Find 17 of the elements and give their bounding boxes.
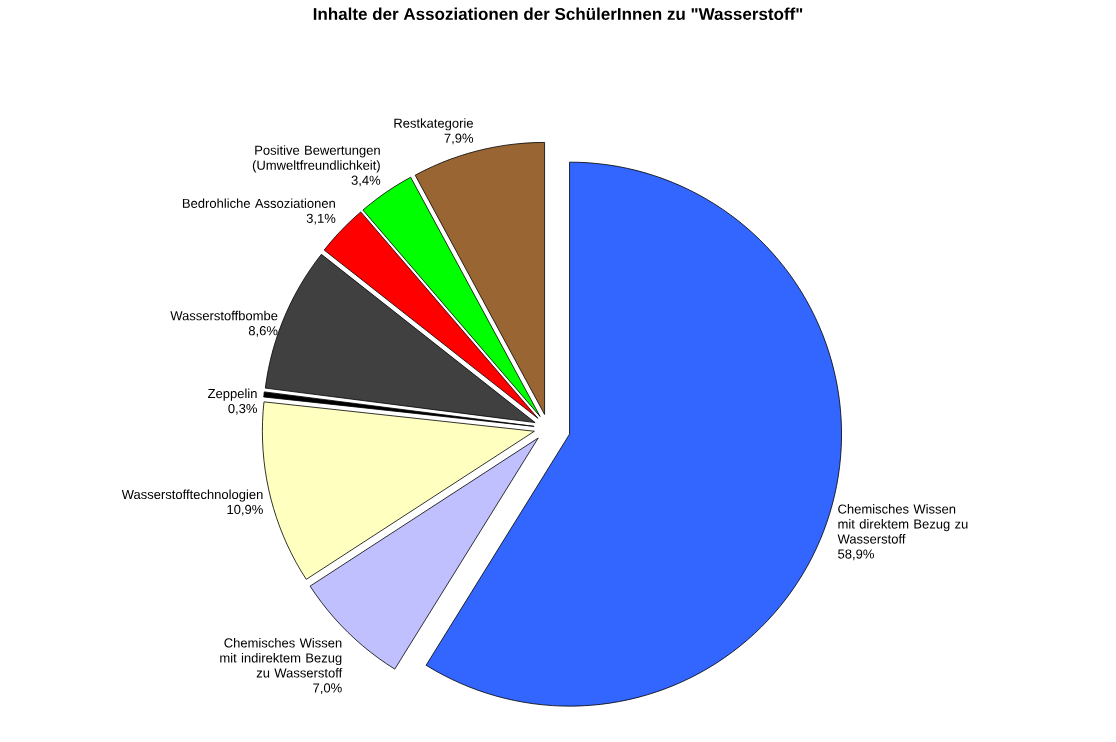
data-label: 3,1% (306, 213, 336, 225)
slice-label: Chemisches Wissen mit direktem Bezug zu Wasserstoff (837, 504, 968, 544)
data-label: 7,0% (313, 683, 342, 695)
slice-label: Wasserstofftechnologien (121, 489, 263, 502)
slice-label: Wasserstoffbombe (170, 310, 278, 321)
data-label: 58,9% (838, 549, 874, 561)
data-label: 10,9% (227, 504, 263, 516)
data-label: 7,9% (444, 133, 474, 145)
data-label: 8,6% (248, 326, 278, 337)
slice-label: Chemisches Wissen mit indirektem Bezug zu Wasserstoff (220, 637, 343, 678)
slice-label: Restkategorie (394, 118, 473, 131)
data-label: 0,3% (228, 403, 258, 415)
data-label: 3,4% (351, 175, 381, 187)
chart-title: Inhalte der Assoziationen der SchülerInnen zu "Wasserstoff" (313, 7, 803, 21)
slice-label: Positive Bewertungen (Umweltfreundlichkeit) (252, 145, 380, 173)
slice-label: Bedrohliche Assoziationen (182, 198, 335, 208)
slice-label: Zeppelin (208, 388, 257, 401)
